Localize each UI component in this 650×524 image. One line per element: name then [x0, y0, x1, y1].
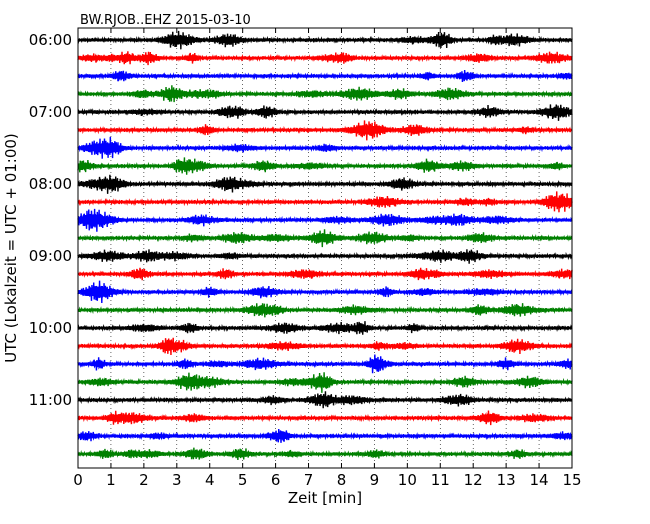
y-tick-label: 06:00 [29, 31, 72, 49]
x-tick-label: 11 [431, 471, 450, 489]
trace-line [77, 174, 573, 194]
plot-frame [77, 27, 573, 469]
x-tick-label: 6 [271, 471, 281, 489]
trace-line [77, 321, 573, 335]
trace-line [77, 208, 573, 232]
trace-line [77, 30, 573, 50]
trace-line [77, 51, 573, 66]
y-tick-label: 11:00 [29, 391, 72, 409]
trace-line [77, 120, 573, 141]
y-tick-label: 08:00 [29, 175, 72, 193]
x-tick-label: 5 [238, 471, 248, 489]
x-axis-label: Zeit [min] [288, 489, 362, 507]
trace-line [77, 249, 573, 264]
x-tick-label: 14 [530, 471, 549, 489]
chart-title: BW.RJOB..EHZ 2015-03-10 [80, 13, 251, 28]
trace-line [77, 447, 573, 461]
x-tick-label: 13 [497, 471, 516, 489]
trace-line [77, 354, 573, 374]
grid-layer [110, 28, 540, 468]
trace-line [77, 229, 573, 248]
trace-line [77, 69, 573, 83]
y-tick-label: 10:00 [29, 319, 72, 337]
trace-line [77, 191, 573, 213]
trace-line [77, 85, 573, 103]
x-tick-label: 2 [139, 471, 149, 489]
trace-line [77, 303, 573, 318]
trace-line [77, 157, 573, 175]
x-tick-label: 7 [304, 471, 314, 489]
y-tick-label: 09:00 [29, 247, 72, 265]
tick-layer: 0 1 2 3 4 5 6 7 8 9 10 11 12 13 14 1506:0007:0008:0009:… [29, 28, 582, 489]
x-tick-label: 12 [464, 471, 483, 489]
x-tick-label: 3 [172, 471, 182, 489]
trace-line [77, 136, 573, 159]
x-tick-label: 8 [337, 471, 347, 489]
x-tick-label: 10 [398, 471, 417, 489]
x-tick-label: 15 [562, 471, 581, 489]
y-tick-label: 07:00 [29, 103, 72, 121]
trace-line [77, 337, 573, 355]
trace-line [77, 391, 573, 409]
trace-line [77, 429, 573, 443]
trace-line [77, 372, 573, 393]
x-tick-label: 1 [106, 471, 116, 489]
trace-line [77, 280, 573, 304]
x-tick-label: 4 [205, 471, 215, 489]
x-tick-label: 0 [73, 471, 83, 489]
trace-line [77, 267, 573, 281]
trace-line [77, 104, 573, 121]
trace-line [77, 410, 573, 426]
x-tick-label: 9 [370, 471, 380, 489]
y-axis-label: UTC (Lokalzeit = UTC + 01:00) [2, 133, 20, 363]
trace-layer [77, 30, 573, 461]
